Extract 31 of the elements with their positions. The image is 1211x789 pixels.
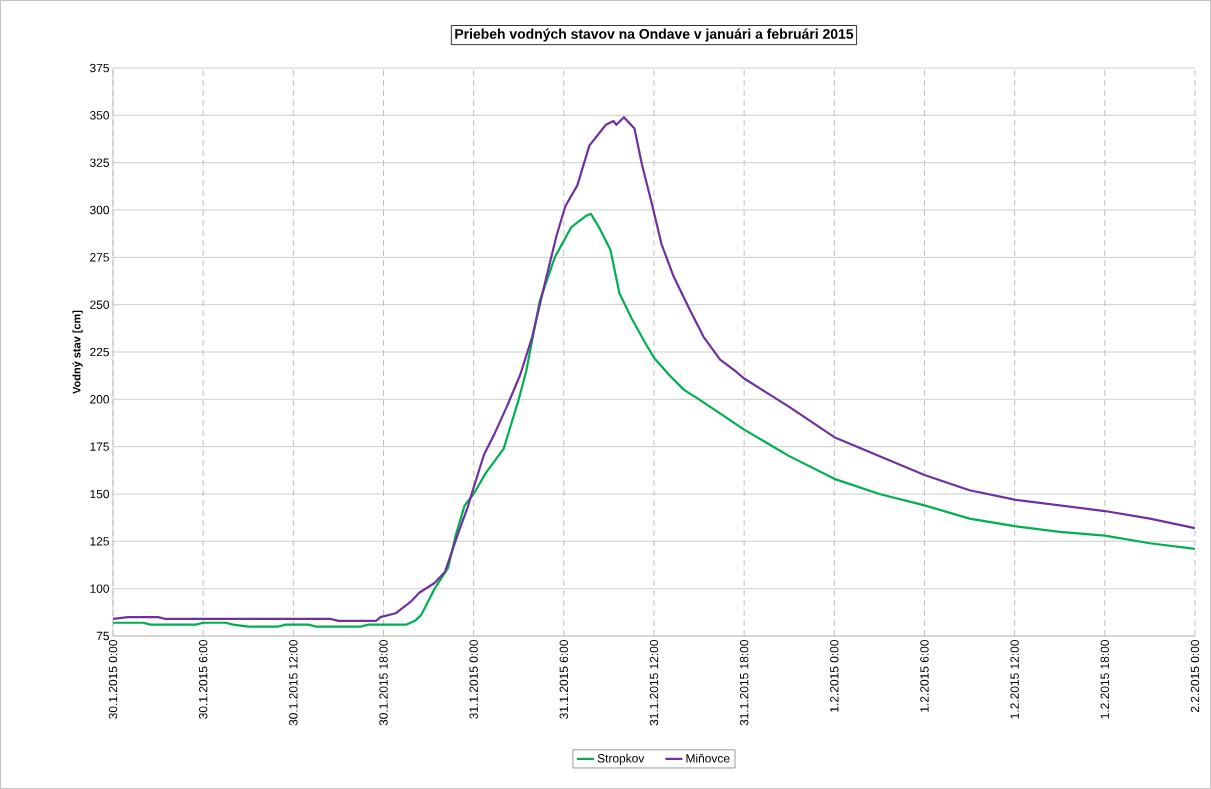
legend-label: Stropkov <box>597 753 645 765</box>
x-tick-label: 30.1.2015 12:00 <box>289 640 298 726</box>
y-tick-label: 100 <box>90 584 110 593</box>
y-tick-label: 225 <box>90 347 109 357</box>
y-axis-title: Vodný stav [cm] <box>72 310 83 394</box>
y-tick-label: 125 <box>90 537 109 546</box>
x-tick-label: 30.1.2015 0:00 <box>108 640 118 719</box>
y-tick-label: 150 <box>90 489 110 499</box>
x-tick-label: 31.1.2015 12:00 <box>649 640 659 726</box>
y-tick-label: 175 <box>90 442 109 451</box>
y-tick-label: 375 <box>89 63 109 73</box>
x-tick-label: 30.1.2015 18:00 <box>379 640 388 726</box>
x-tick-label: 30.1.2015 6:00 <box>198 640 208 719</box>
y-tick-label: 275 <box>90 253 109 262</box>
y-tick-label: 75 <box>96 631 109 641</box>
x-tick-label: 2.2.2015 0:00 <box>1190 640 1200 713</box>
y-tick-label: 300 <box>89 205 110 215</box>
x-tick-label: 1.2.2015 6:00 <box>920 640 929 712</box>
y-tick-label: 350 <box>89 111 110 120</box>
x-tick-label: 31.1.2015 6:00 <box>559 640 569 719</box>
y-tick-label: 250 <box>90 300 110 309</box>
x-tick-label: 1.2.2015 0:00 <box>830 640 839 712</box>
x-tick-label: 31.1.2015 18:00 <box>739 640 749 726</box>
chart-title: Priebeh vodných stavov na Ondave v januári a februári 2015 <box>455 28 854 42</box>
y-tick-label: 200 <box>90 395 110 404</box>
x-tick-label: 1.2.2015 12:00 <box>1010 640 1019 719</box>
y-tick-label: 325 <box>89 158 109 167</box>
line-series <box>113 212 1195 628</box>
x-tick-label: 31.1.2015 0:00 <box>469 640 478 719</box>
x-tick-label: 1.2.2015 18:00 <box>1100 640 1110 719</box>
legend-label: Miňovce <box>686 753 730 763</box>
